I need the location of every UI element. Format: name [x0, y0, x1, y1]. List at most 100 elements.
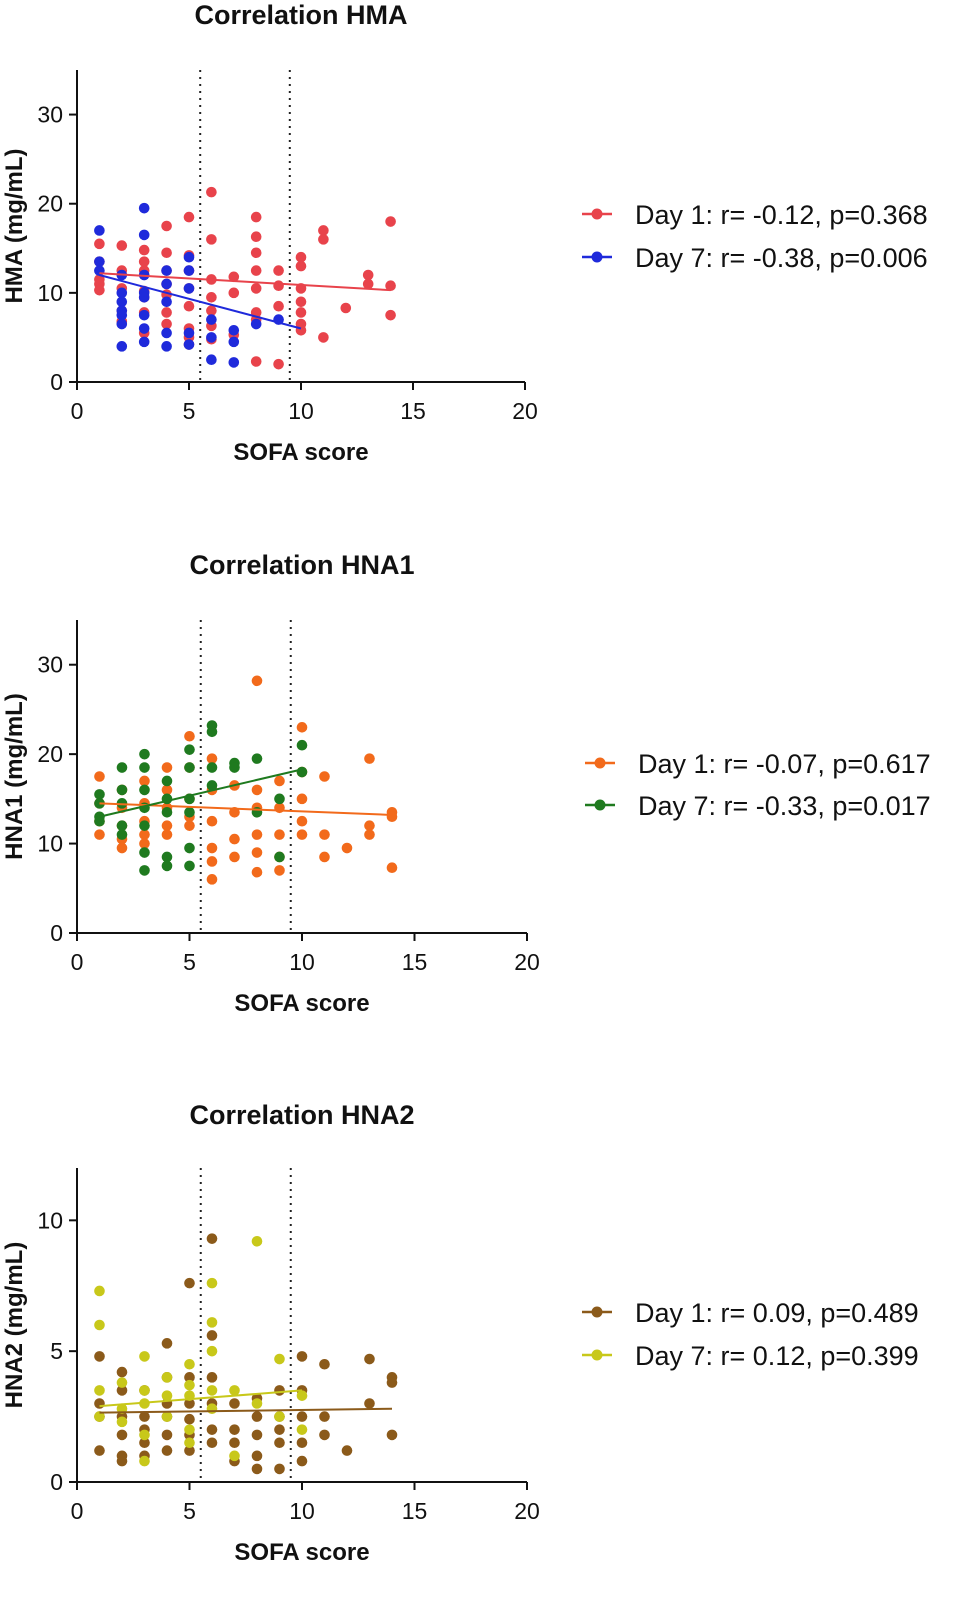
data-point: [184, 1398, 195, 1409]
data-point: [362, 269, 374, 281]
data-point: [116, 820, 128, 831]
data-point: [116, 341, 128, 352]
data-point: [206, 1403, 218, 1415]
legend-item: Day 7: r= -0.38, p=0.006: [582, 243, 928, 273]
data-point: [184, 762, 195, 773]
x-tick-label: 10: [289, 949, 315, 975]
data-point: [116, 784, 128, 796]
x-tick-label: 5: [183, 949, 196, 975]
data-point: [139, 1385, 150, 1396]
data-point: [206, 1424, 218, 1435]
data-point: [229, 762, 240, 773]
data-point: [296, 815, 308, 827]
data-point: [251, 753, 263, 764]
data-point: [250, 318, 262, 330]
data-point: [206, 305, 217, 316]
x-tick-label: 10: [289, 1498, 315, 1524]
y-axis-label: HNA1 (mg/mL): [1, 693, 28, 860]
chart-panel-hna2: Correlation HNA2 0 5 10 15 20 0 5 10 SOFA score HN…: [0, 1100, 975, 1620]
data-point: [184, 860, 195, 872]
x-tick-label: 0: [71, 398, 84, 424]
data-point: [94, 225, 105, 236]
data-point: [364, 1353, 375, 1365]
legend-item: Day 1: r= -0.12, p=0.368: [582, 200, 928, 230]
data-point: [206, 762, 218, 773]
data-point: [385, 216, 396, 227]
data-point: [295, 251, 307, 263]
data-point: [184, 1413, 195, 1425]
legend-item: Day 7: r= 0.12, p=0.399: [582, 1341, 919, 1371]
data-point: [296, 829, 308, 840]
data-point: [296, 722, 308, 733]
data-point: [251, 829, 263, 840]
x-tick-label: 20: [514, 1498, 540, 1524]
data-point: [139, 865, 150, 876]
data-point: [94, 798, 105, 809]
data-point: [274, 775, 285, 787]
data-point: [319, 1358, 330, 1370]
data-point: [183, 265, 195, 276]
data-point: [161, 1390, 173, 1401]
data-point: [161, 829, 173, 840]
data-point: [138, 202, 150, 214]
data-point: [296, 1424, 308, 1435]
data-point: [161, 806, 173, 818]
legend-item: Day 1: r= 0.09, p=0.489: [582, 1298, 919, 1328]
data-point: [229, 1385, 240, 1396]
data-point: [139, 762, 150, 773]
data-point: [116, 1416, 128, 1428]
data-point: [161, 247, 172, 259]
data-point: [161, 775, 173, 787]
chart-panel-hna1: Correlation HNA1 0 5 10 15 20 0 10 20 30 SOFA scor…: [0, 550, 975, 1070]
y-tick-label: 0: [50, 1469, 63, 1495]
data-point: [385, 280, 396, 292]
data-point: [229, 851, 240, 863]
data-point: [274, 1437, 285, 1449]
data-point: [161, 265, 172, 276]
data-point: [364, 820, 375, 831]
data-point: [139, 784, 150, 796]
data-point: [184, 1372, 195, 1383]
data-point: [296, 793, 308, 805]
data-point: [94, 1398, 105, 1409]
data-point: [94, 789, 105, 800]
data-point: [206, 1277, 218, 1289]
data-point: [139, 820, 150, 831]
data-point: [364, 753, 375, 764]
data-point: [206, 1317, 218, 1328]
data-point: [184, 806, 195, 818]
data-point: [274, 1463, 285, 1475]
data-point: [138, 244, 150, 256]
data-point: [250, 283, 262, 294]
data-point: [138, 309, 150, 321]
data-point: [94, 1285, 105, 1297]
data-point: [273, 265, 284, 276]
x-tick-label: 15: [402, 1498, 428, 1524]
data-point: [228, 336, 240, 348]
y-tick-label: 10: [37, 831, 63, 857]
data-point: [206, 1437, 218, 1449]
data-point: [94, 256, 105, 267]
y-tick-label: 0: [50, 369, 63, 395]
data-point: [229, 1398, 240, 1409]
data-point: [296, 1351, 308, 1362]
data-point: [116, 240, 128, 251]
data-point: [116, 296, 128, 308]
data-point: [161, 327, 172, 339]
chart-panel-hma: Correlation HMA 0 5 10 15 20 0 10 20 30 SOFA score…: [0, 0, 975, 520]
data-point: [206, 753, 218, 764]
legend-label: Day 7: r= -0.38, p=0.006: [635, 243, 928, 273]
data-point: [184, 1358, 195, 1370]
data-point: [161, 296, 172, 308]
data-point: [116, 1385, 128, 1396]
data-point: [138, 323, 150, 334]
data-point: [251, 1429, 263, 1441]
data-point: [161, 1411, 173, 1422]
data-point: [206, 726, 218, 738]
data-point: [184, 820, 195, 831]
data-point: [139, 1411, 150, 1422]
data-point: [319, 829, 330, 840]
y-tick-label: 20: [37, 741, 63, 767]
x-axis-label: SOFA score: [234, 1539, 369, 1566]
data-point: [386, 1377, 398, 1388]
